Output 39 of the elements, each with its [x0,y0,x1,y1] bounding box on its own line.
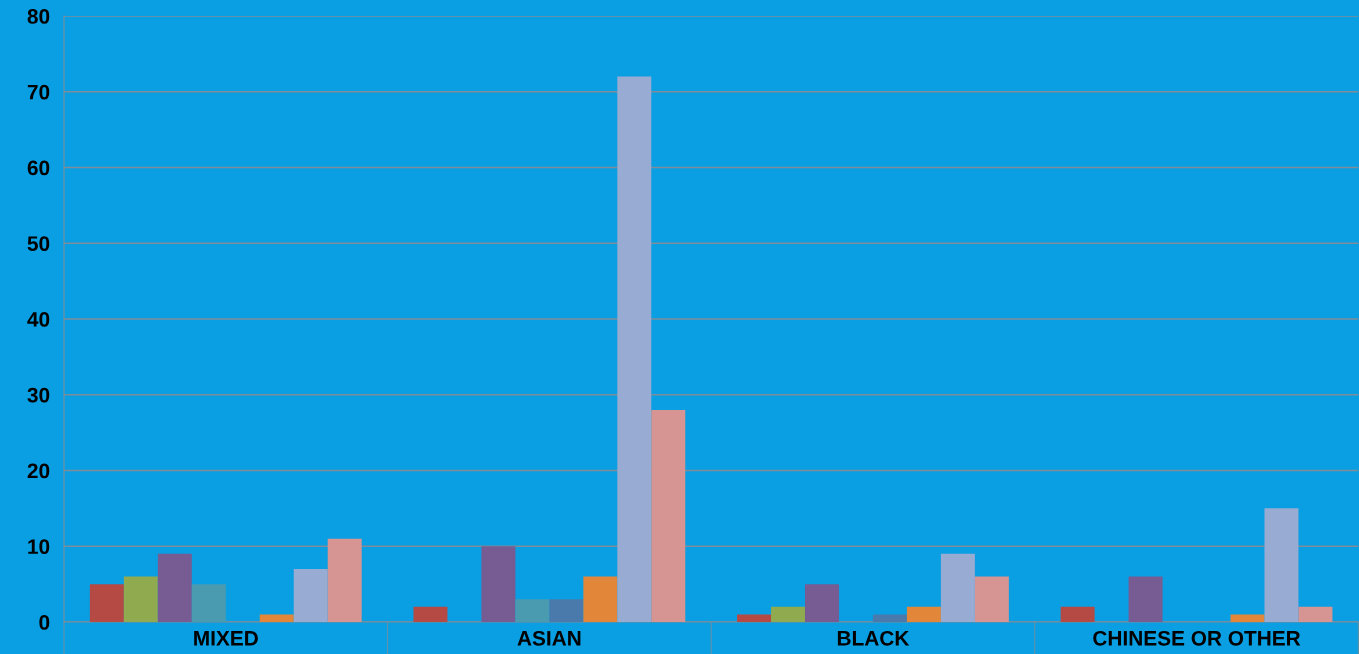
bar [906,606,941,622]
bar [1128,576,1163,622]
bar [413,606,448,622]
x-tick-label: ASIAN [517,630,581,646]
y-tick-label: 80 [27,9,50,24]
bar [872,614,907,622]
bar [771,606,805,622]
bar [940,553,975,622]
bar [327,538,362,622]
bar [1230,614,1265,622]
bar [737,614,772,622]
x-tick-label: CHINESE OR OTHER [1093,630,1301,646]
bar [157,553,192,622]
y-tick-label: 10 [28,539,50,554]
bar [89,584,124,622]
bar [191,584,226,622]
bar [1298,606,1333,622]
y-tick-label: 0 [39,615,50,630]
bar [805,584,839,622]
bar [123,576,158,622]
x-tick-label: MIXED [194,631,258,646]
bar [974,576,1009,622]
bar [583,576,618,622]
x-tick-label: BLACK [837,630,910,646]
bar [617,76,652,622]
bar [1264,508,1299,622]
y-tick-label: 40 [27,312,50,327]
y-tick-label: 70 [27,84,50,100]
y-tick-label: 50 [27,236,50,251]
y-tick-label: 20 [27,463,50,479]
bar [651,409,686,622]
bar [481,546,516,622]
bar [515,599,550,622]
bar [259,614,294,622]
bar [1060,606,1095,622]
y-tick-label: 60 [27,160,50,176]
y-tick-label: 30 [27,387,50,403]
bar [293,568,328,622]
bar [549,599,584,622]
